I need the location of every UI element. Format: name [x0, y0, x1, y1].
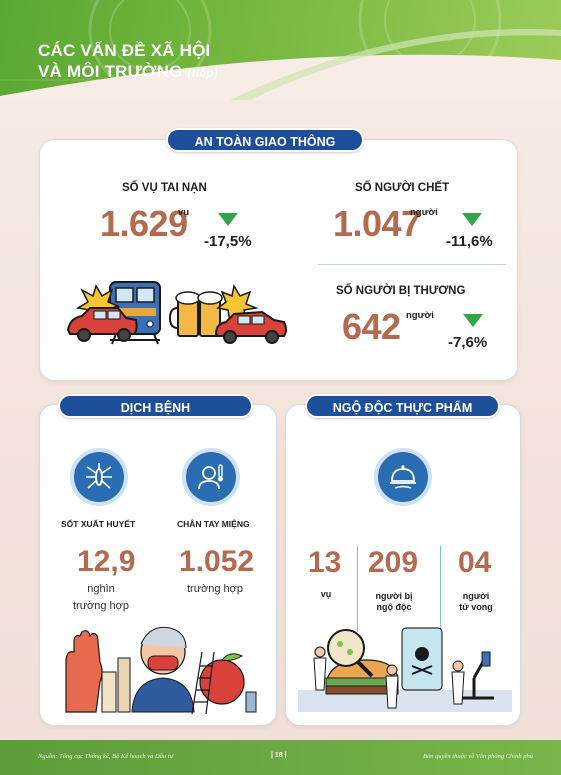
page-title: CÁC VẤN ĐỀ XÃ HỘI VÀ MÔI TRƯỜNG (tiếp): [38, 40, 218, 84]
title-line-2: VÀ MÔI TRƯỜNG (tiếp): [38, 62, 219, 81]
injured-unit: người: [406, 310, 434, 321]
food-deaths-unit-line1: người: [462, 591, 490, 601]
deaths-change: -11,6%: [446, 233, 493, 250]
title-line-1: CÁC VẤN ĐỀ XÃ HỘI: [38, 41, 211, 60]
food-poisoning-illustration: [298, 627, 512, 712]
food-deaths-value: 04: [458, 546, 492, 579]
injured-label: SỐ NGƯỜI BỊ THƯƠNG: [336, 285, 466, 297]
accidents-down-arrow-icon: [218, 213, 238, 226]
mosquito-icon: [74, 452, 124, 502]
header-curve: [0, 28, 561, 100]
traffic-divider: [318, 264, 506, 265]
disease-section-title: DỊCH BỆNH: [58, 394, 253, 418]
sick-child-icon: [186, 452, 236, 502]
food-cases-unit: vụ: [320, 589, 332, 599]
injured-down-arrow-icon: [463, 314, 483, 327]
page-number: | 18 |: [271, 752, 287, 759]
food-poisoned-unit-line2: ngộ độc: [376, 602, 412, 612]
accidents-change: -17,5%: [204, 233, 252, 250]
dengue-label: SỐT XUẤT HUYẾT: [61, 519, 136, 529]
hfmd-value: 1.052: [179, 545, 255, 578]
food-deaths-unit-line2: tử vong: [459, 602, 493, 612]
injured-change: -7,6%: [448, 334, 488, 351]
traffic-section-title: AN TOÀN GIAO THÔNG: [166, 128, 364, 152]
dengue-unit-line2: trường hợp: [72, 600, 130, 612]
deaths-value: 1.047: [333, 203, 421, 244]
food-dish-icon: [378, 452, 428, 502]
food-divider-1: [357, 546, 358, 632]
deaths-down-arrow-icon: [462, 213, 482, 226]
title-suffix: (tiếp): [187, 66, 219, 80]
footer: Nguồn: Tổng cục Thống kê, Bộ Kế hoạch và…: [0, 740, 561, 775]
hfmd-unit: trường hợp: [186, 583, 244, 595]
food-poisoned-unit-line1: người bị: [375, 591, 413, 601]
dengue-value: 12,9: [77, 545, 136, 578]
accidents-value: 1.629: [100, 203, 188, 244]
dengue-unit-line1: nghìn: [87, 583, 115, 595]
injured-value: 642: [342, 306, 401, 347]
footer-copyright: Bản quyền thuộc về Văn phòng Chính phủ: [423, 753, 533, 760]
deaths-unit: người: [410, 207, 438, 218]
food-section-title: NGỘ ĐỘC THỰC PHẨM: [305, 394, 500, 418]
footer-source: Nguồn: Tổng cục Thống kê, Bộ Kế hoạch và…: [38, 753, 174, 760]
header-banner: CÁC VẤN ĐỀ XÃ HỘI VÀ MÔI TRƯỜNG (tiếp): [0, 0, 561, 100]
deaths-label: SỐ NGƯỜI CHẾT: [355, 182, 450, 194]
food-divider-2: [440, 546, 441, 632]
accidents-unit: vụ: [178, 207, 190, 218]
disease-illustration: [65, 626, 257, 715]
traffic-accident-illustration: [66, 281, 287, 345]
hfmd-label: CHÂN TAY MIỆNG: [177, 519, 250, 529]
accidents-label: SỐ VỤ TAI NẠN: [122, 182, 207, 194]
food-cases-value: 13: [308, 546, 342, 579]
food-poisoned-value: 209: [368, 546, 419, 579]
